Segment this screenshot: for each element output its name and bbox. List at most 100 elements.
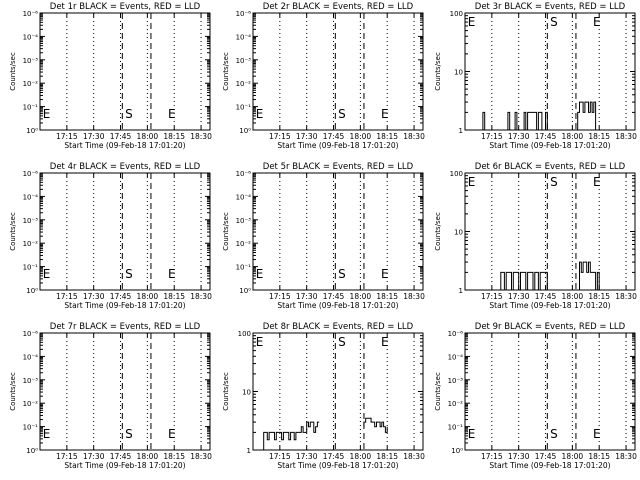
detector-panel-7: Det 7r BLACK = Events, RED = LLD 17:15 17:… <box>9 322 212 470</box>
start-marker: S <box>125 427 133 441</box>
detector-panel-6: Det 6r BLACK = Events, RED = LLD 17:15 17:… <box>434 162 637 310</box>
end-marker: E <box>168 267 176 281</box>
x-tick-label: 18:00 <box>562 132 584 141</box>
x-tick-label: 17:45 <box>323 452 345 461</box>
y-tick-label: 10⁻⁶ <box>23 170 39 178</box>
detector-panel-1: Det 1r BLACK = Events, RED = LLD 17:15 17:… <box>9 2 212 150</box>
y-tick-label: 100 <box>450 10 463 18</box>
plot-frame <box>464 332 636 451</box>
y-tick-label: 10⁻³ <box>236 57 252 65</box>
y-tick-label: 100 <box>238 330 251 338</box>
plot-frame <box>39 172 211 291</box>
y-tick-label: 10⁻³ <box>23 377 39 385</box>
x-axis-label: Start Time (09-Feb-18 17:01:20) <box>489 461 610 470</box>
y-axis-label: Counts/sec <box>9 52 17 91</box>
x-tick-label: 17:15 <box>481 132 503 141</box>
detector-panel-8: Det 8r BLACK = Events, RED = LLD 17:15 17:… <box>222 322 425 470</box>
y-tick-label: 10⁻⁶ <box>448 330 464 338</box>
end-marker: E <box>168 427 176 441</box>
end-marker: E <box>468 15 476 29</box>
x-tick-label: 17:45 <box>110 292 132 301</box>
y-tick-label: 10⁻² <box>23 240 39 248</box>
y-tick-label: 10⁻¹ <box>236 264 252 272</box>
x-tick-label: 18:00 <box>562 292 584 301</box>
detector-panel-5: Det 5r BLACK = Events, RED = LLD 17:15 17:… <box>222 162 425 310</box>
x-axis-label: Start Time (09-Feb-18 17:01:20) <box>277 461 398 470</box>
y-tick-label: 10 <box>454 229 463 237</box>
event-rate-trace <box>579 261 600 291</box>
panel-title: Det 5r BLACK = Events, RED = LLD <box>263 162 414 172</box>
start-marker: S <box>338 107 346 121</box>
y-tick-label: 10⁻³ <box>448 377 464 385</box>
start-marker: S <box>550 427 558 441</box>
x-tick-label: 18:30 <box>615 452 637 461</box>
x-axis-label: Start Time (09-Feb-18 17:01:20) <box>64 301 185 310</box>
y-tick-label: 10⁻³ <box>23 57 39 65</box>
x-tick-label: 17:30 <box>83 132 105 141</box>
detector-panel-4: Det 4r BLACK = Events, RED = LLD 17:15 17:… <box>9 162 212 310</box>
x-tick-label: 17:30 <box>296 452 318 461</box>
x-tick-label: 18:00 <box>350 292 372 301</box>
event-rate-trace <box>363 417 388 433</box>
y-tick-label: 10⁻⁴ <box>23 353 39 361</box>
x-tick-label: 17:45 <box>110 452 132 461</box>
x-tick-label: 18:00 <box>137 292 159 301</box>
y-tick-label: 1 <box>459 287 463 295</box>
plot-frame <box>252 12 424 131</box>
end-marker: E <box>468 427 476 441</box>
y-tick-label: 10⁰ <box>239 127 251 135</box>
start-marker: S <box>338 267 346 281</box>
x-tick-label: 17:45 <box>110 132 132 141</box>
x-tick-label: 18:00 <box>137 132 159 141</box>
x-axis-label: Start Time (09-Feb-18 17:01:20) <box>277 141 398 150</box>
x-tick-label: 17:15 <box>56 452 78 461</box>
y-axis-label: Counts/sec <box>222 212 230 251</box>
x-tick-label: 18:30 <box>190 132 212 141</box>
y-tick-label: 10⁰ <box>26 287 38 295</box>
x-tick-label: 17:45 <box>323 132 345 141</box>
start-marker: S <box>550 15 558 29</box>
end-marker: E <box>43 427 51 441</box>
x-tick-label: 17:15 <box>56 132 78 141</box>
x-axis-label: Start Time (09-Feb-18 17:01:20) <box>277 301 398 310</box>
y-tick-label: 10⁻¹ <box>23 424 39 432</box>
end-marker: E <box>168 107 176 121</box>
x-tick-label: 18:30 <box>190 292 212 301</box>
y-tick-label: 10⁻² <box>448 400 464 408</box>
x-tick-label: 17:30 <box>508 452 530 461</box>
x-tick-label: 17:15 <box>269 292 291 301</box>
end-marker: E <box>43 267 51 281</box>
panel-title: Det 8r BLACK = Events, RED = LLD <box>263 322 414 332</box>
x-tick-label: 17:30 <box>83 292 105 301</box>
y-tick-label: 10⁻⁶ <box>23 10 39 18</box>
panel-title: Det 9r BLACK = Events, RED = LLD <box>475 322 626 332</box>
event-rate-trace <box>263 421 320 450</box>
y-tick-label: 10⁻⁴ <box>236 193 252 201</box>
y-axis-label: Counts/sec <box>434 212 442 251</box>
event-rate-trace <box>482 111 548 131</box>
x-axis-label: Start Time (09-Feb-18 17:01:20) <box>64 141 185 150</box>
detector-panel-9: Det 9r BLACK = Events, RED = LLD 17:15 17:… <box>434 322 637 470</box>
y-tick-label: 10⁻⁴ <box>23 193 39 201</box>
end-marker: E <box>593 427 601 441</box>
y-tick-label: 10⁻² <box>23 400 39 408</box>
y-axis-label: Counts/sec <box>434 372 442 411</box>
y-tick-label: 10⁻¹ <box>23 264 39 272</box>
x-tick-label: 17:30 <box>296 132 318 141</box>
end-marker: E <box>381 267 389 281</box>
end-marker: E <box>381 107 389 121</box>
y-tick-label: 10 <box>242 389 251 397</box>
y-axis-label: Counts/sec <box>9 212 17 251</box>
y-tick-label: 10⁰ <box>451 447 463 455</box>
x-tick-label: 18:15 <box>376 292 398 301</box>
x-tick-label: 18:15 <box>588 132 610 141</box>
x-tick-label: 18:30 <box>615 292 637 301</box>
start-marker: S <box>125 267 133 281</box>
x-tick-label: 18:15 <box>376 132 398 141</box>
x-tick-label: 17:30 <box>296 292 318 301</box>
x-tick-label: 17:45 <box>535 452 557 461</box>
y-tick-label: 10⁻⁴ <box>448 353 464 361</box>
x-tick-label: 18:30 <box>403 132 425 141</box>
end-marker: E <box>43 107 51 121</box>
